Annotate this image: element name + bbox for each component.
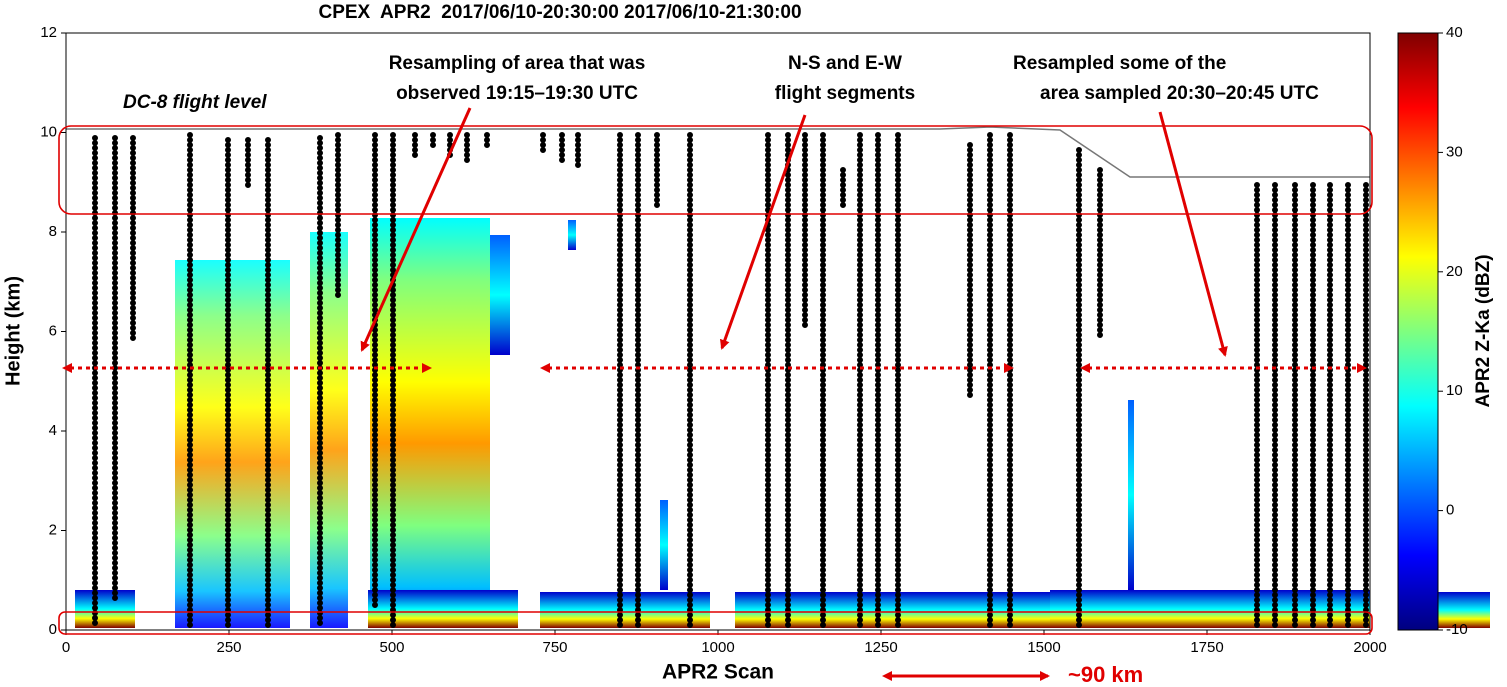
highlight-boxes (58, 125, 1373, 635)
annotation: area sampled 20:30–20:45 UTC (1040, 83, 1319, 104)
annotation: observed 19:15–19:30 UTC (396, 83, 638, 104)
scale-label: ~90 km (1068, 662, 1143, 687)
colorbar (1397, 32, 1439, 631)
y-tick-label: 2 (49, 521, 57, 538)
colorbar-tick-label: 30 (1446, 143, 1463, 160)
x-tick-label: 250 (216, 639, 241, 656)
x-axis-label: APR2 Scan (662, 661, 774, 684)
y-tick-label: 8 (49, 223, 57, 240)
annotation: N-S and E-W (788, 53, 902, 74)
sounding-dots (92, 132, 1369, 631)
x-tick-label: 1250 (864, 639, 897, 656)
colorbar-tick-label: 0 (1446, 502, 1454, 519)
y-tick-label: 10 (40, 123, 57, 140)
y-tick-label: 0 (49, 621, 57, 638)
colorbar-tick-label: 20 (1446, 263, 1463, 280)
colorbar-tick-label: 10 (1446, 382, 1463, 399)
flight-level-line (66, 126, 1370, 178)
x-tick-label: 2000 (1353, 639, 1386, 656)
y-tick-label: 4 (49, 422, 57, 439)
chart-title: CPEX APR2 2017/06/10-20:30:00 2017/06/10… (318, 2, 801, 23)
arrows (62, 107, 1367, 681)
annotation: Resampling of area that was (389, 53, 646, 74)
y-tick-label: 6 (49, 322, 57, 339)
flight-level-label: DC-8 flight level (123, 92, 267, 113)
x-tick-label: 1000 (701, 639, 734, 656)
x-tick-label: 0 (62, 639, 70, 656)
y-tick-label: 12 (40, 24, 57, 41)
colorbar-label: APR2 Z-Ka (dBZ) (1473, 254, 1494, 407)
x-tick-label: 750 (542, 639, 567, 656)
annotation: Resampled some of the (1013, 53, 1226, 74)
y-axis-label: Height (km) (2, 276, 24, 386)
x-tick-label: 1750 (1190, 639, 1223, 656)
x-tick-label: 500 (379, 639, 404, 656)
annotation: flight segments (775, 83, 915, 104)
colorbar-tick-label: -10 (1446, 621, 1468, 638)
colorbar-tick-label: 40 (1446, 24, 1463, 41)
x-tick-label: 1500 (1027, 639, 1060, 656)
